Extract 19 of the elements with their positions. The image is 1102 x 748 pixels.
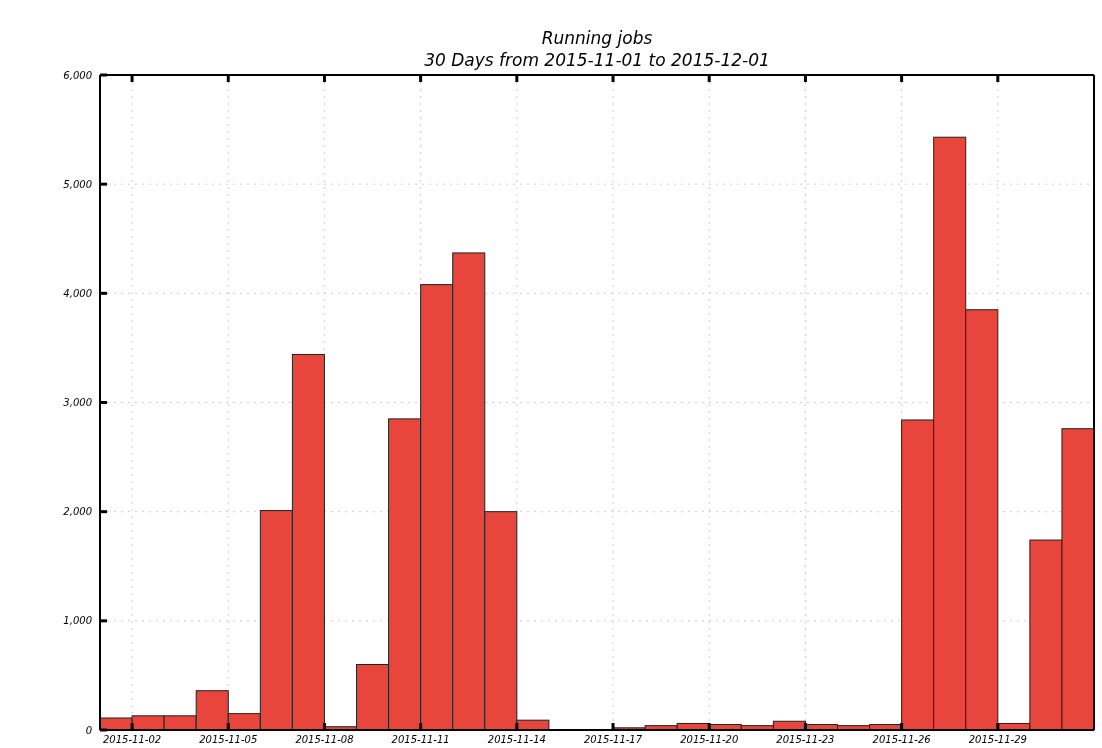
x-tick-label: 2015-11-02 (103, 734, 162, 745)
y-tick-label: 3,000 (63, 397, 92, 408)
x-tick-label: 2015-11-14 (487, 734, 546, 745)
y-tick-label: 4,000 (63, 287, 92, 299)
x-tick-label: 2015-11-29 (968, 734, 1027, 745)
chart-title: Running jobs (541, 28, 653, 48)
y-tick-label: 1,000 (63, 615, 92, 627)
y-tick-label: 6,000 (63, 69, 92, 81)
x-tick-label: 2015-11-20 (680, 734, 739, 745)
chart-subtitle: 30 Days from 2015-11-01 to 2015-12-01 (424, 50, 770, 70)
x-tick-label: 2015-11-23 (776, 734, 835, 745)
x-tick-label: 2015-11-05 (199, 734, 258, 745)
x-tick-label: 2015-11-17 (583, 734, 643, 745)
x-tick-label: 2015-11-26 (872, 734, 931, 745)
y-tick-label: 2,000 (63, 506, 92, 518)
y-tick-label: 0 (85, 724, 92, 736)
x-tick-label: 2015-11-08 (295, 734, 354, 745)
x-tick-label: 2015-11-11 (391, 734, 450, 745)
y-tick-label: 5,000 (63, 178, 92, 190)
